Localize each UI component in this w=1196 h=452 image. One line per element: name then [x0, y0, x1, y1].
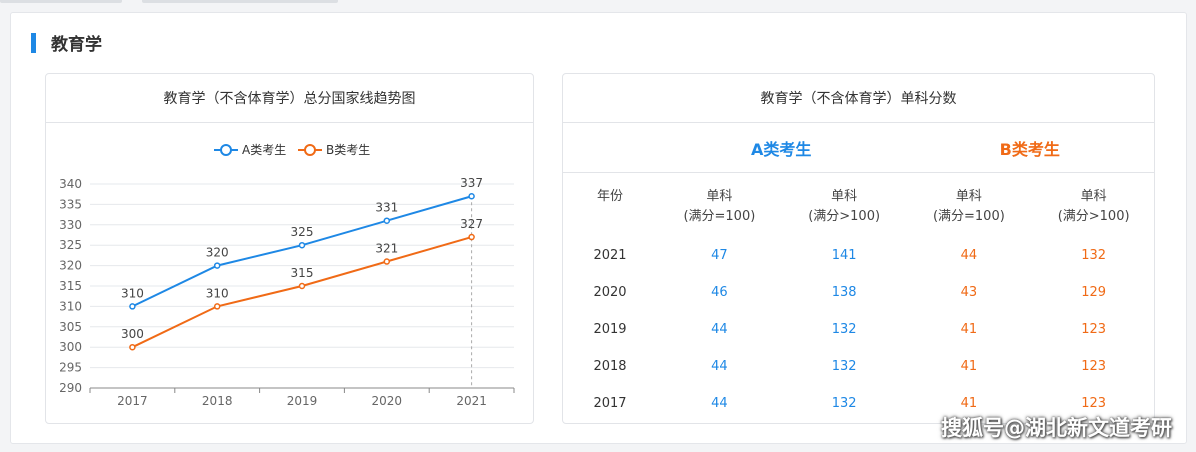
data-point [213, 303, 221, 310]
cell-a2: 132 [831, 322, 857, 337]
table-row: 2019 44 132 41 123 [563, 322, 1154, 337]
data-point [468, 233, 475, 241]
series-line [131, 236, 472, 349]
cell-a1: 44 [711, 396, 728, 411]
y-tick-label: 305 [59, 320, 82, 334]
table-row: 2018 44 132 41 123 [563, 359, 1154, 374]
tab-stub[interactable] [142, 0, 338, 3]
cell-a1: 44 [711, 359, 728, 374]
x-tick-label: 2018 [202, 394, 233, 408]
section-title: 教育学 [51, 35, 102, 55]
cell-b2: 132 [1081, 248, 1107, 263]
cell-year: 2017 [593, 396, 627, 411]
cell-b2: 129 [1081, 285, 1107, 300]
header-year: 年份 [596, 189, 623, 204]
cell-b1: 41 [960, 322, 978, 337]
data-label: 327 [460, 217, 483, 231]
cell-a1: 44 [711, 322, 728, 337]
cell-b1: 41 [960, 396, 978, 411]
data-point [129, 343, 136, 351]
cell-b1: 44 [960, 248, 978, 263]
top-strip [0, 0, 1196, 10]
x-tick-label: 2021 [456, 394, 487, 408]
data-label: 325 [291, 225, 314, 239]
y-tick-label: 330 [59, 218, 82, 232]
cell-a2: 141 [831, 248, 857, 263]
legend-label: A类考生 [242, 143, 286, 157]
data-point [129, 303, 136, 310]
chart-card: 教育学（不含体育学）总分国家线趋势图 290 295 300 305 310 315 320… [45, 73, 534, 424]
x-tick-label: 2019 [287, 394, 318, 408]
cell-a1: 47 [711, 248, 728, 263]
cell-year: 2019 [593, 322, 627, 337]
header-a1: 单科 (满分=100) [683, 189, 756, 224]
data-label: 300 [121, 327, 144, 341]
data-label: 331 [375, 201, 398, 215]
cell-b1: 41 [960, 359, 978, 374]
header-a2: 单科 (满分>100) [808, 189, 881, 224]
cell-a2: 132 [831, 359, 857, 374]
cell-year: 2018 [593, 359, 627, 374]
cell-a2: 132 [831, 396, 857, 411]
table-row: 2020 46 138 43 129 [563, 285, 1154, 300]
y-tick-label: 290 [59, 381, 82, 395]
data-label: 321 [375, 242, 398, 256]
cell-a1: 46 [711, 285, 728, 300]
data-label: 310 [206, 286, 229, 300]
y-tick-label: 325 [59, 238, 82, 252]
cell-year: 2020 [593, 285, 627, 300]
data-point [213, 262, 221, 269]
y-tick-label: 300 [59, 340, 82, 354]
cell-b2: 123 [1081, 322, 1107, 337]
data-label: 315 [291, 266, 314, 280]
section-accent-bar [31, 33, 36, 53]
header-b2: 单科 (满分>100) [1057, 189, 1130, 224]
header-b1: 单科 (满分=100) [932, 189, 1005, 224]
watermark: 搜狐号@湖北新文道考研 [941, 416, 1172, 440]
category-a-label: A类考生 [751, 139, 812, 159]
y-tick-label: 335 [59, 197, 82, 211]
chart-title: 教育学（不含体育学）总分国家线趋势图 [46, 74, 533, 123]
table-row: 2021 47 141 44 132 [563, 248, 1154, 263]
cell-b2: 123 [1081, 359, 1107, 374]
data-point [468, 192, 475, 200]
data-point [298, 282, 306, 290]
category-b-label: B类考生 [999, 139, 1060, 159]
y-tick-label: 340 [59, 177, 82, 191]
y-tick-label: 310 [59, 299, 82, 313]
data-label: 320 [206, 246, 229, 260]
cell-b1: 43 [960, 285, 978, 300]
category-row: A类考生 B类考生 [563, 123, 1154, 173]
score-table-card: 教育学（不含体育学）单科分数 A类考生 B类考生 年份 单科 (满分=100) 单… [562, 73, 1155, 424]
line-chart: 290 295 300 305 310 315 320 325 330 335 340 2017 201… [59, 143, 515, 408]
y-tick-label: 320 [59, 259, 82, 273]
data-point [383, 217, 391, 224]
section-panel: 教育学 教育学（不含体育学）总分国家线趋势图 290 295 300 305 310 31… [10, 12, 1187, 444]
data-label: 310 [121, 286, 144, 300]
data-point [383, 258, 391, 265]
legend-marker [304, 144, 316, 156]
x-tick-label: 2020 [372, 394, 403, 408]
table-row: 2017 44 132 41 123 [563, 396, 1154, 411]
legend-marker [220, 144, 232, 156]
legend-label: B类考生 [326, 143, 370, 157]
cell-year: 2021 [593, 248, 627, 263]
y-tick-label: 315 [59, 279, 82, 293]
data-point [298, 241, 306, 249]
y-tick-label: 295 [59, 361, 82, 375]
cell-b2: 123 [1081, 396, 1107, 411]
cell-a2: 138 [831, 285, 857, 300]
tab-stub[interactable] [0, 0, 122, 3]
table-header-row: 年份 单科 (满分=100) 单科 (满分>100) 单科 (满分=100) 单科 (满… [563, 187, 1154, 227]
table-title: 教育学（不含体育学）单科分数 [563, 74, 1154, 123]
x-tick-label: 2017 [117, 394, 148, 408]
data-label: 337 [460, 176, 483, 190]
